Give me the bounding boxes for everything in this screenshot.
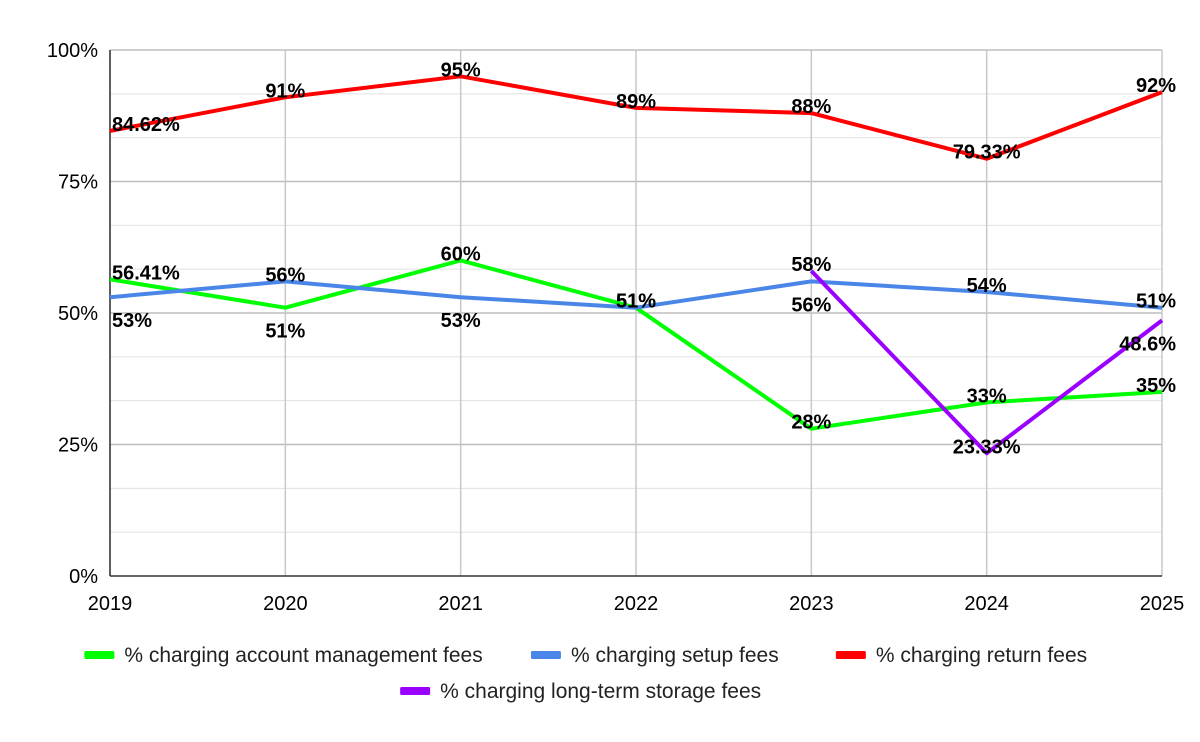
data-label: 56% xyxy=(791,294,831,316)
data-label: 89% xyxy=(616,91,656,113)
y-tick-label: 50% xyxy=(58,303,98,325)
data-label: 51% xyxy=(616,291,656,313)
legend-entry-label: % charging setup fees xyxy=(571,644,779,667)
data-label: 56.41% xyxy=(112,262,180,284)
legend-swatch xyxy=(530,651,561,659)
legend-entry-label: % charging account management fees xyxy=(124,644,482,667)
data-label: 33% xyxy=(967,385,1007,407)
data-label: 51% xyxy=(265,321,305,343)
x-tick-label: 2020 xyxy=(263,593,308,615)
series-line xyxy=(809,269,1164,456)
data-label: 51% xyxy=(1136,291,1176,313)
data-label: 56% xyxy=(265,264,305,286)
axes: 0% 25% 50% 75% 100% 2019 2020 2021 2022 2023 2024 2… xyxy=(47,40,1184,615)
legend-swatch xyxy=(835,651,866,659)
data-label: 53% xyxy=(112,310,152,332)
legend-entry-label: % charging long-term storage fees xyxy=(440,680,761,703)
data-label: 91% xyxy=(265,80,305,102)
data-label: 54% xyxy=(967,275,1007,297)
x-tick-label: 2025 xyxy=(1140,593,1185,615)
legend-entry-label: % charging return fees xyxy=(876,644,1087,667)
x-tick-label: 2022 xyxy=(614,593,659,615)
data-label: 35% xyxy=(1136,375,1176,397)
data-label: 60% xyxy=(441,243,481,265)
data-label: 92% xyxy=(1136,75,1176,97)
data-label: 23.33% xyxy=(953,436,1021,458)
y-tick-label: 100% xyxy=(47,40,98,62)
legend: % charging account management fees % char… xyxy=(84,644,1087,703)
x-tick-label: 2023 xyxy=(789,593,834,615)
data-label: 79.33% xyxy=(953,142,1021,164)
data-label: 95% xyxy=(441,59,481,81)
series-line xyxy=(109,74,1163,161)
y-tick-label: 25% xyxy=(58,435,98,457)
series-line xyxy=(109,279,1163,310)
x-tick-label: 2021 xyxy=(438,593,483,615)
y-tick-label: 75% xyxy=(58,172,98,194)
data-label: 51% xyxy=(616,291,656,313)
data-label: 88% xyxy=(791,96,831,118)
y-tick-label: 0% xyxy=(69,566,98,588)
data-label: 48.6% xyxy=(1119,333,1176,355)
data-label: 58% xyxy=(791,254,831,276)
x-tick-label: 2024 xyxy=(964,593,1009,615)
data-label: 53% xyxy=(441,310,481,332)
x-tick-label: 2019 xyxy=(88,593,133,615)
data-label: 28% xyxy=(791,412,831,434)
grid xyxy=(109,49,1163,576)
data-labels: 56.41% 51% 60% 51% 28% 33% 35% 53% 56% 53% 51% 56% 5… xyxy=(112,59,1176,458)
legend-swatch xyxy=(84,651,115,659)
legend-swatch xyxy=(400,687,431,695)
data-label: 84.62% xyxy=(112,114,180,136)
series-lines xyxy=(109,74,1164,456)
